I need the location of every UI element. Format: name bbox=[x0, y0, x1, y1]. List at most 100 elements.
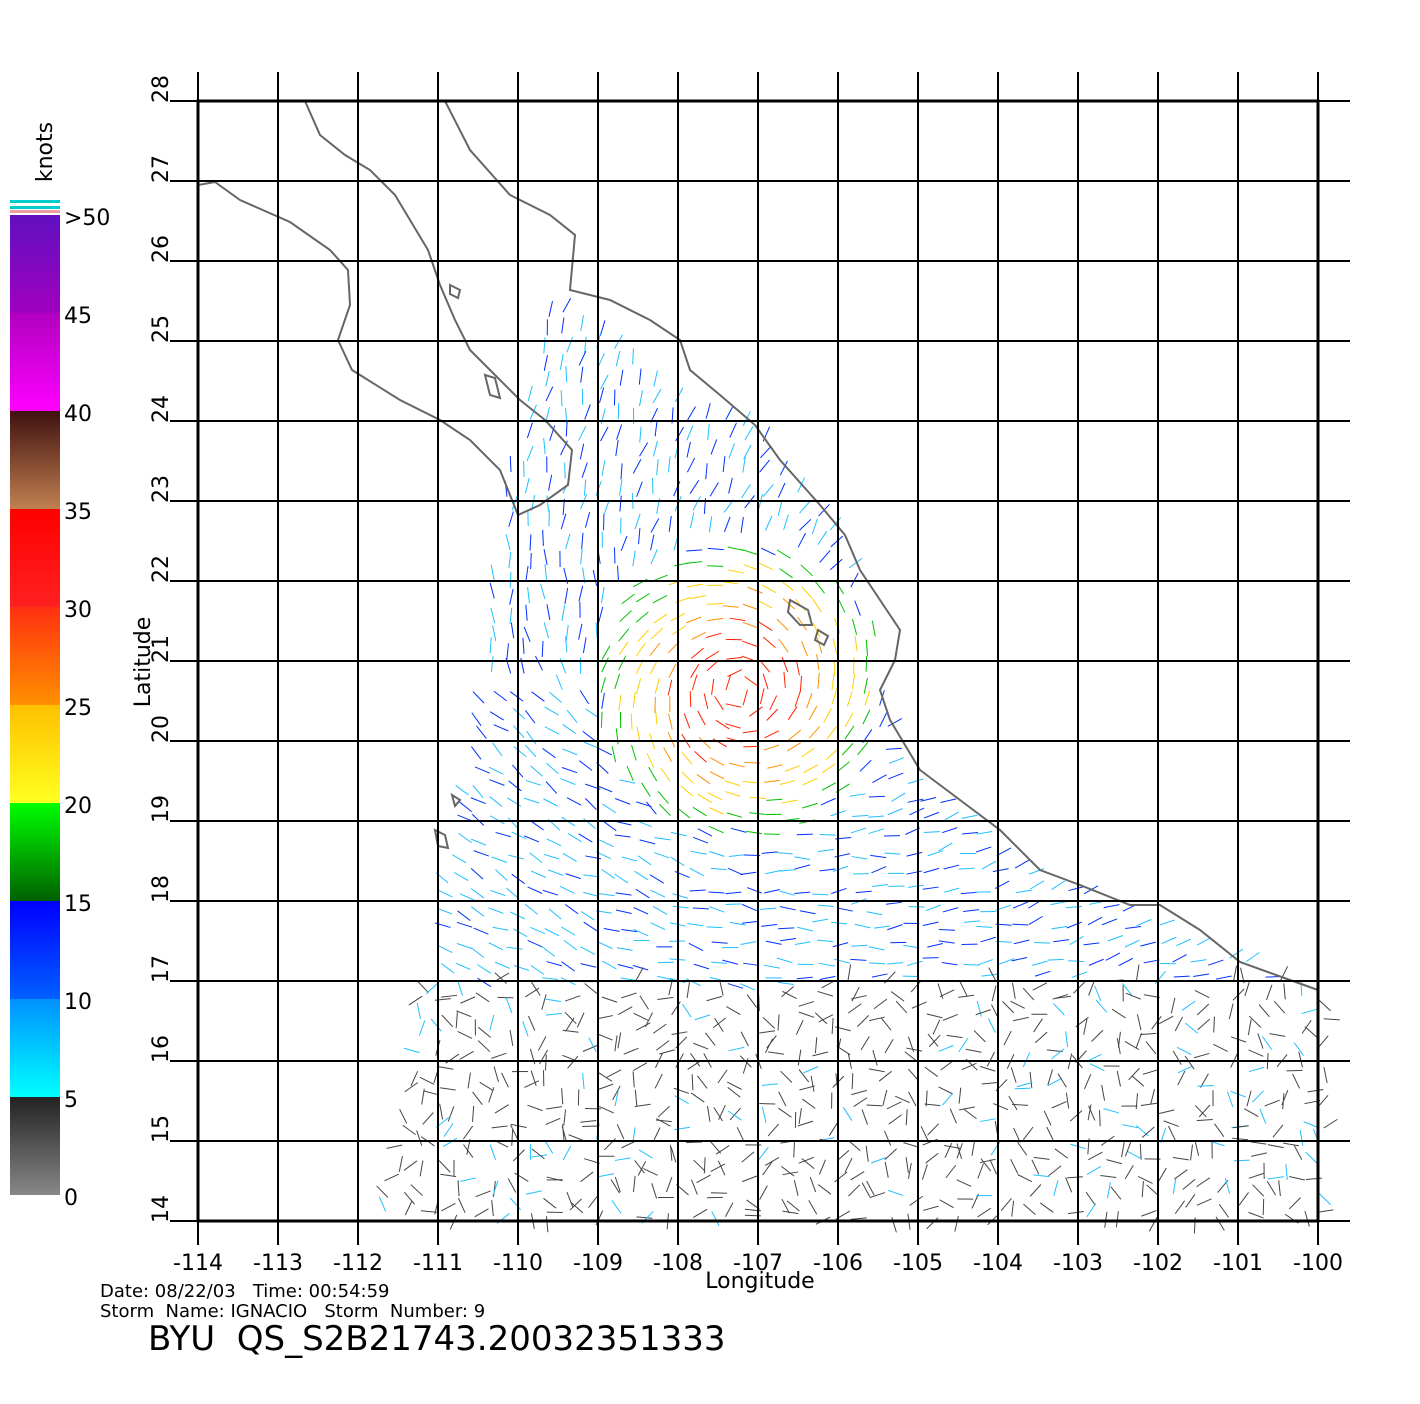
wind-vector bbox=[601, 712, 602, 728]
wind-vector bbox=[852, 815, 868, 816]
wind-vector bbox=[563, 853, 577, 861]
wind-vector bbox=[1300, 1130, 1303, 1146]
wind-vector bbox=[602, 460, 605, 476]
wind-vector bbox=[637, 482, 643, 497]
wind-vector bbox=[525, 904, 538, 914]
wind-vector bbox=[728, 570, 744, 573]
wind-vector bbox=[782, 657, 788, 672]
wind-vector bbox=[705, 1033, 715, 1046]
wind-vector bbox=[1173, 1158, 1189, 1160]
wind-vector bbox=[870, 855, 886, 857]
wind-vector bbox=[1066, 906, 1082, 907]
wind-vector bbox=[856, 891, 872, 892]
wind-vector bbox=[620, 370, 623, 386]
wind-vector bbox=[473, 1106, 474, 1122]
wind-vector bbox=[562, 768, 577, 773]
wind-vector bbox=[777, 958, 792, 963]
wind-vector bbox=[768, 1124, 779, 1136]
wind-vector bbox=[669, 664, 676, 678]
wind-vector bbox=[478, 1027, 490, 1037]
wind-vector bbox=[457, 922, 472, 927]
wind-vector bbox=[1023, 1204, 1035, 1215]
wind-vector bbox=[869, 947, 885, 950]
wind-vector bbox=[456, 1012, 457, 1028]
wind-vector bbox=[726, 406, 734, 420]
wind-vector bbox=[1096, 1000, 1107, 1012]
wind-vector bbox=[1213, 1044, 1227, 1051]
wind-vector bbox=[925, 1104, 941, 1106]
wind-vector bbox=[972, 1140, 975, 1156]
wind-vector bbox=[399, 1156, 402, 1172]
wind-vector bbox=[615, 835, 631, 837]
wind-vector bbox=[633, 1071, 634, 1087]
wind-vector bbox=[976, 926, 992, 927]
wind-vector bbox=[404, 1192, 414, 1204]
wind-vector bbox=[560, 886, 574, 893]
wind-vector bbox=[795, 942, 811, 945]
wind-vector bbox=[704, 693, 708, 709]
wind-vector bbox=[1072, 972, 1087, 977]
wind-vector bbox=[542, 994, 546, 1009]
wind-vector bbox=[585, 512, 589, 527]
wind-vector bbox=[928, 1124, 939, 1135]
wind-vector bbox=[1267, 985, 1272, 1000]
wind-vector bbox=[633, 459, 641, 473]
wind-vector bbox=[510, 572, 511, 588]
wind-vector bbox=[620, 611, 632, 622]
wind-vector bbox=[526, 731, 536, 744]
wind-vector bbox=[463, 1126, 472, 1139]
x-axis-label: Longitude bbox=[705, 1269, 814, 1294]
wind-vector bbox=[1070, 1111, 1082, 1122]
wind-vector bbox=[697, 1175, 711, 1183]
wind-vector bbox=[845, 726, 854, 739]
wind-vector bbox=[819, 1160, 825, 1175]
wind-vector bbox=[441, 995, 457, 997]
wind-vector bbox=[488, 908, 503, 914]
wind-vector bbox=[400, 1109, 407, 1123]
wind-vector bbox=[424, 1091, 439, 1095]
wind-vector bbox=[1017, 1082, 1032, 1086]
wind-vector bbox=[417, 1003, 420, 1019]
wind-vector bbox=[506, 998, 512, 1013]
wind-vector bbox=[510, 1198, 521, 1210]
y-tick-label: 27 bbox=[149, 155, 174, 183]
wind-vector bbox=[713, 739, 727, 747]
colorbar-tick-label: 25 bbox=[64, 696, 92, 721]
wind-vector bbox=[1317, 1210, 1333, 1212]
wind-vector bbox=[1048, 959, 1064, 960]
wind-vector bbox=[1055, 1149, 1068, 1158]
wind-vector bbox=[1013, 902, 1028, 908]
wind-vector bbox=[944, 865, 959, 869]
wind-vector bbox=[959, 1088, 961, 1104]
wind-vector bbox=[802, 641, 808, 656]
wind-vector bbox=[456, 785, 469, 794]
wind-vector bbox=[835, 1172, 848, 1182]
wind-vector bbox=[729, 478, 733, 494]
wind-vector bbox=[834, 854, 850, 857]
x-tick-label: -101 bbox=[1213, 1251, 1263, 1276]
wind-vector bbox=[873, 1050, 877, 1065]
wind-vector bbox=[1116, 1211, 1118, 1227]
wind-vector bbox=[955, 1216, 959, 1232]
wind-vector bbox=[476, 1191, 491, 1197]
wind-vector bbox=[908, 1163, 911, 1179]
wind-vector bbox=[565, 463, 566, 479]
wind-vector bbox=[1032, 961, 1047, 965]
wind-vector bbox=[524, 836, 539, 842]
wind-vector bbox=[473, 785, 483, 797]
wind-vector bbox=[640, 996, 649, 1009]
date-line: Date: 08/22/03 Time: 00:54:59 bbox=[100, 1281, 390, 1302]
wind-vector bbox=[1252, 1091, 1263, 1102]
wind-vector bbox=[618, 1033, 621, 1049]
wind-vector bbox=[848, 1004, 861, 1013]
wind-vector bbox=[579, 351, 586, 365]
wind-vector bbox=[963, 965, 979, 966]
wind-vector bbox=[976, 831, 992, 834]
wind-vector bbox=[546, 1118, 561, 1124]
wind-vector bbox=[1193, 974, 1209, 977]
wind-vector bbox=[817, 638, 822, 653]
x-tick-label: -113 bbox=[253, 1251, 303, 1276]
wind-vector bbox=[1142, 1181, 1143, 1197]
title: BYU QS_S2B21743.20032351333 bbox=[148, 1319, 726, 1359]
wind-vector bbox=[1304, 1122, 1319, 1128]
